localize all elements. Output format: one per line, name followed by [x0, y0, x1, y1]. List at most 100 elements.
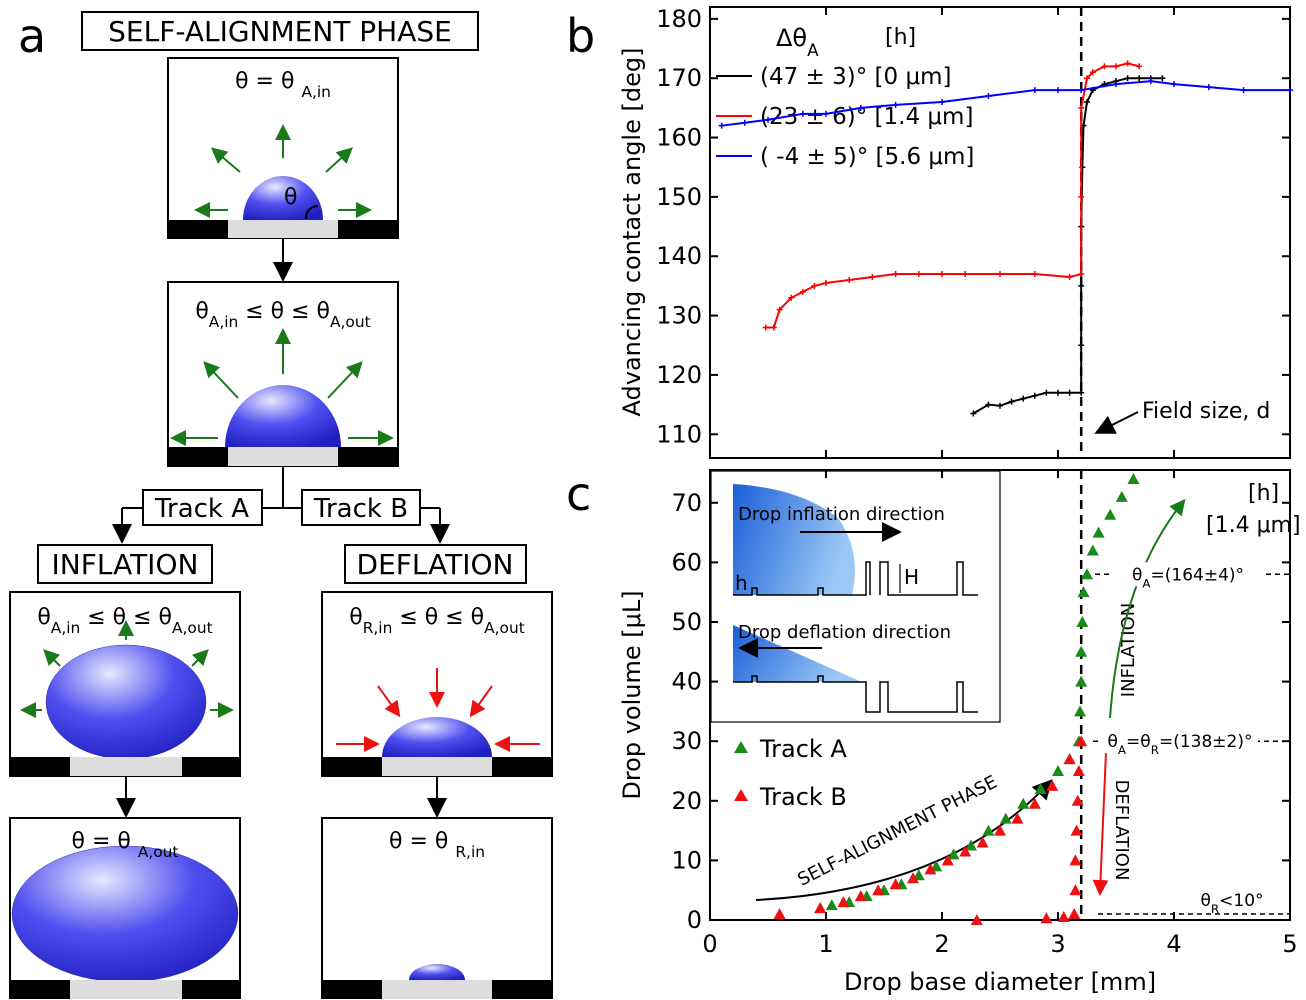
phase-label: DEFLATION	[357, 548, 514, 581]
marker	[1017, 797, 1030, 809]
marker	[1136, 75, 1143, 82]
marker	[1075, 645, 1088, 657]
marker	[1104, 508, 1117, 520]
legend-label: Track B	[759, 783, 847, 811]
drop	[382, 717, 492, 757]
x-tick-label: 0	[702, 930, 717, 958]
angle-label: θA=(164±4)°	[1132, 565, 1244, 590]
text-part: θ	[37, 605, 50, 630]
marker	[799, 288, 806, 295]
marker	[924, 863, 937, 875]
text-part: θ	[1200, 891, 1210, 911]
marker	[892, 271, 899, 278]
text-part: =(138±2)°	[1159, 732, 1253, 752]
legend-swatch	[734, 741, 748, 753]
marker	[1078, 104, 1085, 111]
arrows	[170, 328, 394, 446]
angle-label: θA=θR=(138±2)°	[1108, 732, 1253, 757]
marker	[959, 845, 972, 857]
annotation: Field size, d	[1142, 399, 1270, 424]
marker	[997, 402, 1003, 409]
marker	[1057, 911, 1070, 923]
y-tick-label: 40	[671, 668, 702, 696]
text-part: θ = θ	[389, 829, 455, 854]
substrate	[10, 980, 70, 999]
substrate	[492, 757, 552, 776]
marker	[1011, 812, 1024, 824]
subscript: A,out	[172, 619, 213, 637]
text-part: θ = θ	[235, 69, 301, 94]
label-bg	[1110, 562, 1266, 587]
phase-label: INFLATION	[52, 548, 199, 581]
subscript: A	[1118, 743, 1127, 757]
arrows	[336, 668, 540, 752]
marker	[997, 271, 1003, 278]
marker	[1124, 60, 1131, 67]
stage-label: θ = θ A,in	[235, 69, 331, 101]
marker	[941, 854, 954, 866]
marker	[1078, 87, 1085, 94]
marker	[1070, 824, 1083, 836]
series-line	[721, 80, 1290, 127]
inset-label: Drop inflation direction	[738, 504, 945, 525]
marker	[970, 410, 977, 417]
y-axis-label: Advancing contact angle [deg]	[618, 48, 646, 417]
y-tick-label: 50	[671, 608, 702, 636]
marker	[1084, 75, 1090, 82]
marker	[1008, 398, 1015, 405]
marker	[854, 890, 867, 902]
plot-frame	[709, 469, 1291, 921]
phase-box	[344, 544, 527, 584]
marker	[1084, 98, 1090, 105]
track-box	[142, 489, 263, 526]
marker	[1078, 193, 1085, 200]
marker	[1074, 705, 1087, 717]
marker	[947, 848, 960, 860]
drop	[225, 385, 341, 447]
subscript: R,in	[455, 843, 485, 861]
stage-label: θ = θ A,out	[72, 829, 179, 861]
marker	[889, 878, 902, 890]
substrate	[182, 980, 240, 999]
substrate	[168, 447, 228, 466]
substrate	[228, 220, 338, 238]
substrate	[338, 220, 398, 238]
marker	[1287, 87, 1293, 94]
subscript: A,out	[484, 619, 525, 637]
track-label: Track B	[313, 494, 408, 524]
stage-label: θA,in ≤ θ ≤ θA,out	[195, 299, 370, 331]
legend-label: ( -4 ± 5)° [5.6 μm]	[760, 144, 974, 170]
marker	[741, 119, 748, 126]
marker	[985, 93, 992, 100]
marker	[1069, 884, 1082, 896]
marker	[1092, 526, 1105, 538]
drop	[45, 644, 207, 760]
substrate	[10, 757, 70, 776]
x-tick-label: 3	[1050, 930, 1065, 958]
annotation-arrow	[1092, 751, 1109, 896]
marker	[869, 274, 876, 281]
marker	[982, 824, 995, 836]
track-box	[301, 489, 421, 526]
marker	[1031, 392, 1038, 399]
marker	[1069, 854, 1082, 866]
y-tick-label: 140	[656, 242, 702, 270]
phase-box	[37, 544, 213, 584]
marker	[1055, 87, 1061, 94]
drop-angle: θ	[284, 185, 297, 210]
marker	[837, 896, 850, 908]
marker	[1136, 63, 1143, 70]
marker	[892, 101, 899, 108]
marker	[776, 306, 783, 313]
marker	[1113, 81, 1119, 88]
x-tick-label: 2	[934, 930, 949, 958]
marker	[1078, 389, 1085, 396]
y-tick-label: 110	[656, 420, 702, 448]
text-part: θ = θ	[72, 829, 138, 854]
marker	[718, 122, 725, 129]
marker	[788, 294, 795, 301]
marker	[1063, 753, 1076, 765]
series-line	[972, 77, 1163, 415]
marker	[1040, 912, 1053, 924]
marker	[1071, 794, 1084, 806]
